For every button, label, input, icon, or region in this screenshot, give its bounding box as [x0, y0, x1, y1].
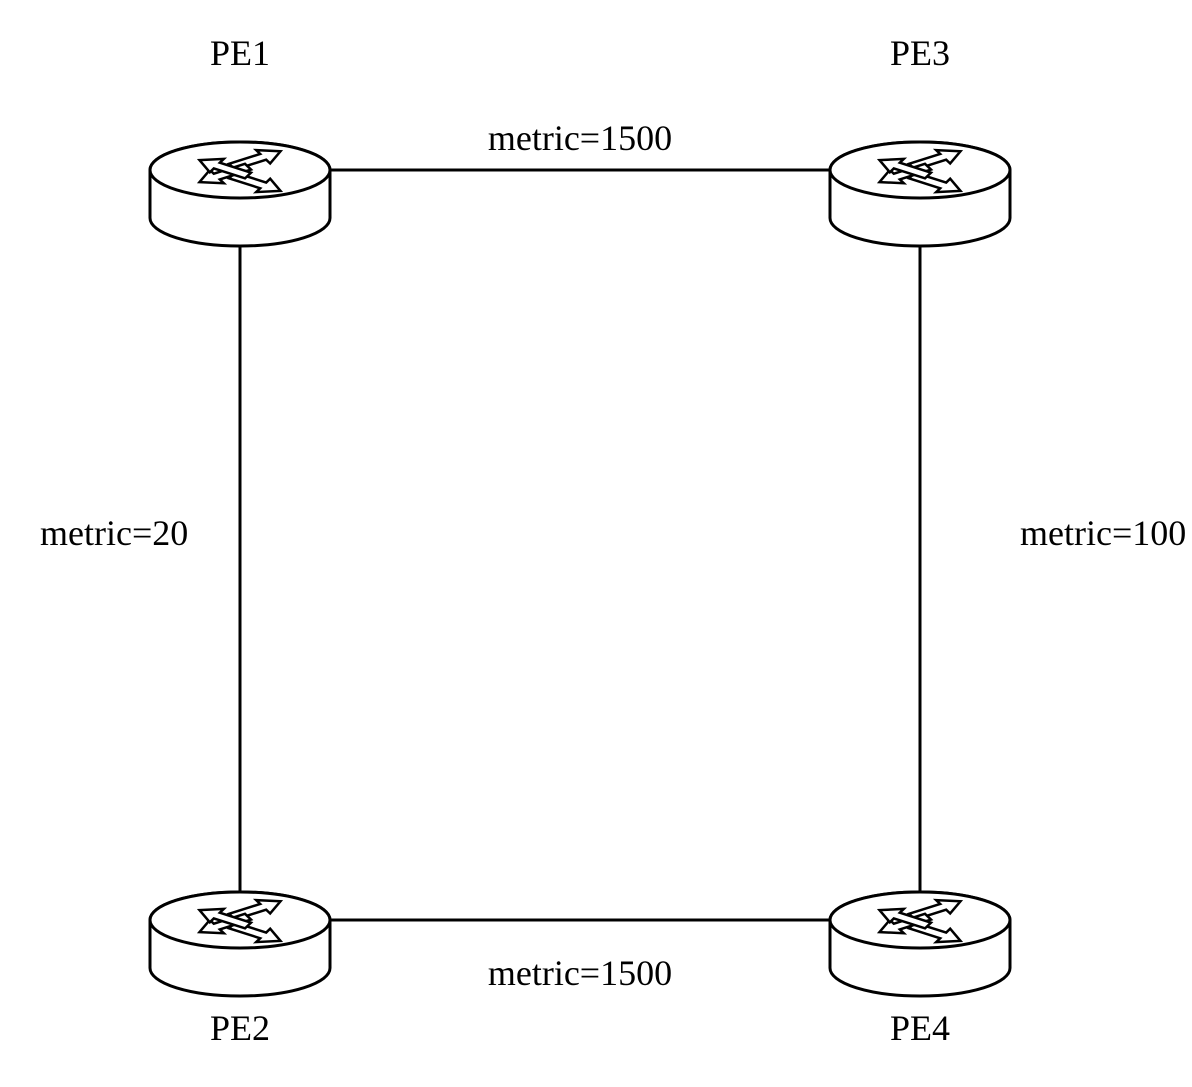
- edge-label-PE1-PE2: metric=20: [40, 513, 188, 553]
- router-PE4: [830, 892, 1010, 996]
- edge-label-PE1-PE3: metric=1500: [488, 118, 672, 158]
- edge-label-PE3-PE4: metric=100: [1020, 513, 1186, 553]
- node-label-PE4: PE4: [890, 1008, 950, 1048]
- node-label-PE2: PE2: [210, 1008, 270, 1048]
- network-diagram: metric=1500 metric=20 metric=100 metric=150…: [0, 0, 1192, 1087]
- edge-label-PE2-PE4: metric=1500: [488, 953, 672, 993]
- router-PE1: [150, 142, 330, 246]
- router-PE3: [830, 142, 1010, 246]
- node-label-PE3: PE3: [890, 33, 950, 73]
- router-PE2: [150, 892, 330, 996]
- node-label-PE1: PE1: [210, 33, 270, 73]
